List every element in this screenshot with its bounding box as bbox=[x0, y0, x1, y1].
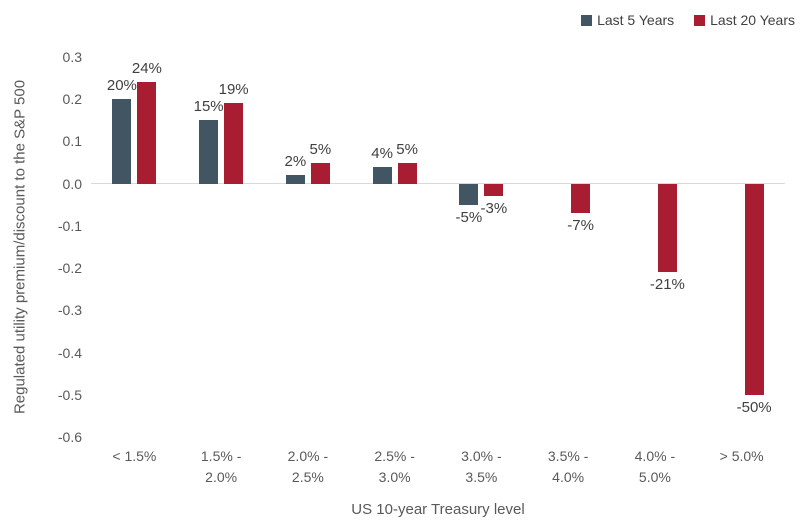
bar-value-label: 5% bbox=[396, 140, 418, 158]
bar-value-label: -21% bbox=[649, 276, 685, 294]
x-category-label: 2.0% - 2.5% bbox=[265, 446, 352, 488]
y-tick-label: 0.2 bbox=[62, 91, 82, 108]
x-category-label: 4.0% - 5.0% bbox=[612, 446, 699, 488]
x-category-label: 3.5% - 4.0% bbox=[525, 446, 612, 488]
bar-value-label: -7% bbox=[567, 217, 594, 235]
legend: Last 5 Years Last 20 Years bbox=[581, 12, 795, 28]
x-category-label: 1.5% - 2.0% bbox=[178, 446, 265, 488]
x-category-label-line: 3.5% bbox=[465, 469, 498, 485]
x-axis-title: US 10-year Treasury level bbox=[351, 501, 525, 518]
x-category-label-line: 4.0% - bbox=[634, 448, 676, 464]
legend-label: Last 20 Years bbox=[710, 12, 795, 28]
x-category-label-line: > 5.0% bbox=[719, 448, 764, 464]
y-axis-title: Regulated utility premium/discount to th… bbox=[11, 79, 29, 415]
bar bbox=[199, 120, 219, 184]
bar bbox=[372, 166, 392, 184]
bar-value-label: 24% bbox=[131, 60, 162, 78]
legend-item: Last 20 Years bbox=[694, 12, 795, 28]
bar bbox=[484, 183, 504, 197]
legend-swatch-icon bbox=[694, 14, 706, 26]
x-category-label: < 1.5% bbox=[91, 446, 178, 488]
bar bbox=[459, 183, 479, 205]
bar-value-label: -5% bbox=[455, 208, 483, 226]
x-axis-labels: < 1.5% 1.5% - 2.0% 2.0% - 2.5% 2.5% - 3.0% 3.0%… bbox=[91, 446, 785, 488]
bar-value-label: 2% bbox=[284, 153, 307, 171]
x-category-label-line: 2.5% - bbox=[374, 448, 415, 464]
x-category-label-line: 3.0% bbox=[378, 469, 411, 485]
legend-swatch-icon bbox=[581, 14, 593, 26]
bar bbox=[112, 99, 132, 184]
x-category-label-line: 3.0% - bbox=[461, 448, 502, 464]
bar bbox=[571, 183, 591, 214]
x-category-label-line: 1.5% - bbox=[200, 448, 242, 464]
y-tick-label: -0.4 bbox=[57, 344, 82, 361]
bar-value-label: 20% bbox=[106, 77, 137, 95]
bar bbox=[285, 175, 305, 184]
bar bbox=[397, 162, 417, 184]
legend-label: Last 5 Years bbox=[597, 12, 675, 28]
x-category-label-line: 2.0% - bbox=[287, 448, 329, 464]
bar-value-label: 5% bbox=[309, 140, 332, 158]
y-tick-label: -0.5 bbox=[57, 386, 82, 403]
x-category-label-line: 3.5% - bbox=[547, 448, 589, 464]
legend-item: Last 5 Years bbox=[581, 12, 674, 28]
y-tick-label: -0.3 bbox=[57, 302, 82, 319]
x-category-label-line: 2.5% bbox=[291, 469, 324, 485]
x-category-label: 2.5% - 3.0% bbox=[351, 446, 438, 488]
x-category-label-line: 5.0% bbox=[638, 469, 671, 485]
bar bbox=[310, 162, 330, 184]
bar-value-label: -3% bbox=[480, 200, 508, 218]
bar-value-label: 4% bbox=[371, 144, 393, 162]
zero-axis-line bbox=[91, 183, 785, 185]
x-category-label-line: 4.0% bbox=[552, 469, 585, 485]
y-tick-label: 0.3 bbox=[62, 49, 82, 65]
y-tick-label: 0.0 bbox=[62, 175, 82, 192]
y-tick-label: 0.1 bbox=[62, 133, 82, 150]
plot-area: 20% 15% 2% 4% -5% 24% 19% 5% 5% -3% -7% -21% -50% bbox=[91, 57, 785, 437]
y-tick-label: -0.1 bbox=[57, 217, 82, 234]
bar bbox=[744, 183, 764, 395]
y-tick-label: -0.6 bbox=[57, 429, 82, 445]
bar bbox=[224, 103, 244, 184]
bar bbox=[137, 82, 157, 184]
x-category-label-line: < 1.5% bbox=[112, 448, 157, 464]
bar-value-label: 19% bbox=[218, 81, 249, 99]
x-category-label: 3.0% - 3.5% bbox=[438, 446, 525, 488]
x-category-label: > 5.0% bbox=[698, 446, 785, 488]
bar-value-label: -50% bbox=[736, 398, 772, 416]
x-category-label-line: 2.0% bbox=[205, 469, 238, 485]
y-tick-label: -0.2 bbox=[57, 260, 82, 277]
bar-value-label: 15% bbox=[193, 98, 224, 116]
bar bbox=[657, 183, 677, 273]
